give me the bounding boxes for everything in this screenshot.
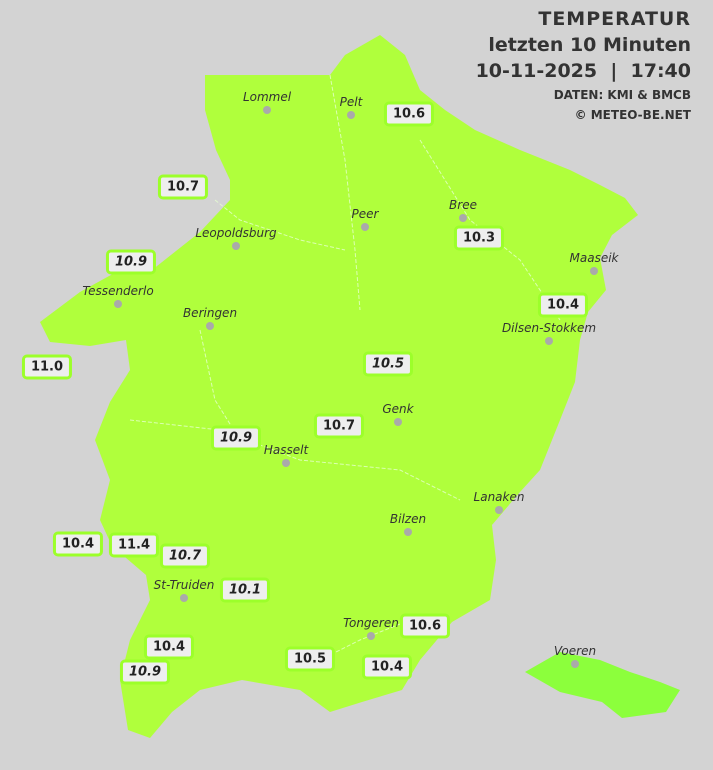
- station-temperature: 10.7: [157, 174, 209, 200]
- station-temperature: 10.7: [313, 413, 365, 439]
- station-temperature: 10.9: [105, 249, 157, 275]
- station-temperature: 11.0: [21, 354, 73, 380]
- station-temperature: 11.4: [108, 532, 160, 558]
- city-dot: [394, 418, 402, 426]
- city-label: Bilzen: [389, 512, 427, 526]
- city-dot: [495, 506, 503, 514]
- city-label: Maaseik: [569, 251, 619, 265]
- station-temperature: 10.4: [52, 531, 104, 557]
- city-dot: [459, 214, 467, 222]
- station-temperature: 10.7: [159, 543, 211, 569]
- station-temperature: 10.4: [361, 654, 413, 680]
- data-source: DATEN: KMI & BMCB: [553, 88, 691, 102]
- station-temperature: 10.4: [143, 634, 195, 660]
- station-temperature: 10.3: [453, 225, 505, 251]
- limburg-region: [40, 35, 638, 738]
- city-label: Voeren: [553, 644, 597, 658]
- station-temperature: 10.6: [399, 613, 451, 639]
- city-dot: [180, 594, 188, 602]
- city-label: Hasselt: [263, 443, 309, 457]
- city-label: Dilsen-Stokkem: [501, 321, 597, 335]
- station-temperature: 10.4: [537, 292, 589, 318]
- city-dot: [367, 632, 375, 640]
- city-label: Pelt: [339, 95, 363, 109]
- station-temperature: 10.5: [362, 351, 414, 377]
- city-label: Leopoldsburg: [195, 226, 277, 240]
- city-dot: [232, 242, 240, 250]
- city-dot: [282, 459, 290, 467]
- voeren-region: [525, 652, 680, 718]
- station-temperature: 10.9: [210, 425, 262, 451]
- city-dot: [361, 223, 369, 231]
- city-dot: [114, 300, 122, 308]
- city-label: Genk: [382, 402, 414, 416]
- city-dot: [404, 528, 412, 536]
- city-label: Tongeren: [343, 616, 399, 630]
- city-label: Bree: [449, 198, 477, 212]
- city-label: St-Truiden: [153, 578, 215, 592]
- city-label: Lommel: [242, 90, 292, 104]
- city-label: Lanaken: [473, 490, 525, 504]
- city-label: Peer: [351, 207, 379, 221]
- city-dot: [571, 660, 579, 668]
- city-label: Beringen: [182, 306, 238, 320]
- station-temperature: 10.9: [119, 659, 171, 685]
- city-label: Tessenderlo: [82, 284, 154, 298]
- station-temperature: 10.5: [284, 646, 336, 672]
- city-dot: [590, 267, 598, 275]
- station-temperature: 10.6: [383, 101, 435, 127]
- station-temperature: 10.1: [219, 577, 271, 603]
- map-subtitle: letzten 10 Minuten: [488, 34, 691, 56]
- city-dot: [206, 322, 214, 330]
- map-title: TEMPERATUR: [538, 8, 691, 30]
- copyright: © METEO-BE.NET: [574, 108, 691, 122]
- city-dot: [347, 111, 355, 119]
- city-dot: [545, 337, 553, 345]
- map-datetime: 10-11-2025 | 17:40: [475, 60, 691, 82]
- city-dot: [263, 106, 271, 114]
